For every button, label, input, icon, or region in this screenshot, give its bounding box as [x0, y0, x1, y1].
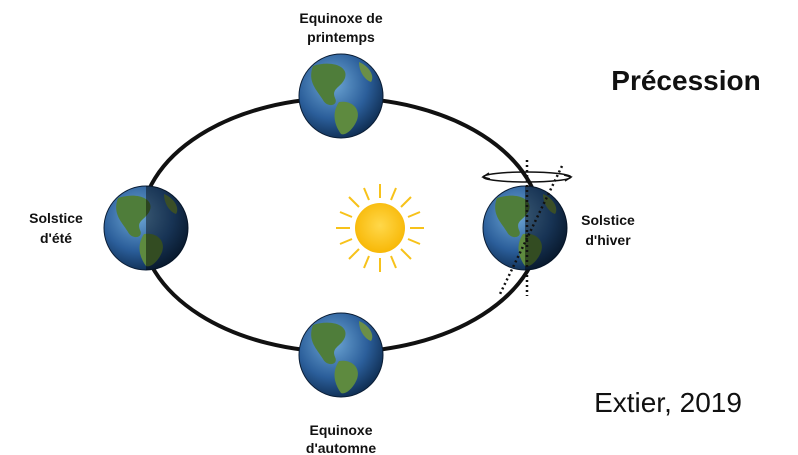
title: Précession: [611, 65, 760, 96]
earth: [299, 313, 383, 397]
node-label: Solstice: [29, 210, 83, 226]
node-label: Solstice: [581, 212, 635, 228]
node-label: d'été: [40, 230, 72, 246]
sun: [336, 184, 424, 272]
node-label: Equinoxe: [309, 422, 372, 438]
earth: [299, 54, 383, 138]
precession-diagram: Equinoxe de printemps Solstice d'été Equ…: [0, 0, 798, 455]
node-label: Equinoxe de: [299, 10, 382, 26]
node-label: d'automne: [306, 440, 376, 455]
node-label: printemps: [307, 29, 375, 45]
earth: [483, 186, 567, 270]
earth: [104, 186, 188, 270]
node-label: d'hiver: [585, 232, 631, 248]
credit: Extier, 2019: [594, 387, 742, 418]
